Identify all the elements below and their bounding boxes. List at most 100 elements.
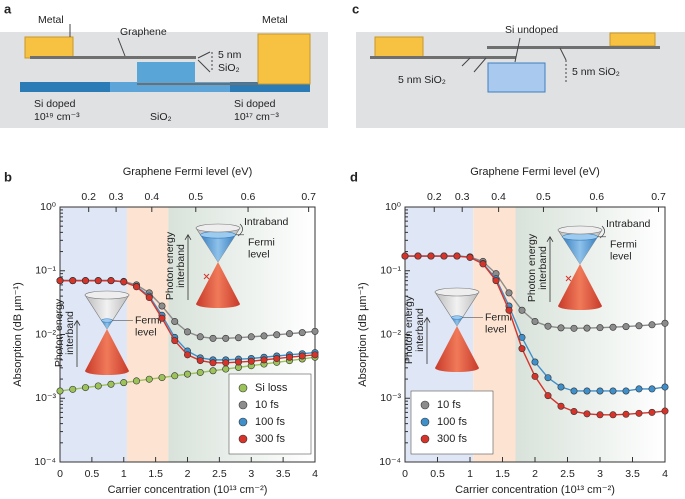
fermi-surface xyxy=(101,318,113,323)
point xyxy=(414,252,422,260)
point xyxy=(298,352,306,360)
point xyxy=(596,387,604,395)
label: 5 nm SiO₂ xyxy=(398,74,446,86)
x-tick-label: 0.5 xyxy=(430,468,445,480)
panel-letter: b xyxy=(4,169,12,184)
x2-tick-label: 0.5 xyxy=(536,191,551,203)
cone-filled xyxy=(101,320,113,329)
chart: b 10⁻⁴ 10⁻³ 10⁻² 10⁻¹ 10⁰ 0 0.5 1 1.5 2 2.5 3 3.5 4 0.2… xyxy=(4,166,319,496)
y-tick-label: 10⁻³ xyxy=(35,392,56,404)
point xyxy=(69,385,77,393)
point xyxy=(583,410,591,418)
x-tick-label: 1.5 xyxy=(495,468,510,480)
point xyxy=(609,411,617,419)
point xyxy=(661,407,669,415)
point xyxy=(260,356,268,364)
inset-label: level xyxy=(135,326,157,338)
leader xyxy=(461,47,567,73)
point xyxy=(661,319,669,327)
cone-filled xyxy=(200,234,236,262)
shaded-region xyxy=(60,207,127,462)
y-tick-label: 10⁰ xyxy=(40,201,57,213)
point xyxy=(311,327,319,335)
legend-label: 100 fs xyxy=(255,416,285,428)
point xyxy=(622,323,630,331)
point xyxy=(622,387,630,395)
point xyxy=(158,374,166,382)
metal xyxy=(24,36,74,59)
intraband-arrow xyxy=(237,223,243,237)
label: 5 nm SiO₂ xyxy=(572,66,620,78)
cone-lower xyxy=(435,326,479,372)
point xyxy=(557,324,565,332)
legend-label: Si loss xyxy=(255,382,288,394)
y-tick-label: 10⁻¹ xyxy=(35,265,56,277)
legend-label: 10 fs xyxy=(437,399,461,411)
inset-label: Fermi xyxy=(135,314,162,326)
point xyxy=(209,334,217,342)
point xyxy=(120,278,128,286)
y-axis-label: Absorption (dB µm⁻¹) xyxy=(12,282,24,386)
metal xyxy=(374,36,424,58)
point xyxy=(285,330,293,338)
y-tick-label: 10⁻² xyxy=(380,328,401,340)
inset-label: level xyxy=(248,249,270,261)
x-tick-label: 4 xyxy=(662,468,668,480)
inset-label: interband xyxy=(537,246,549,290)
point xyxy=(635,385,643,393)
point xyxy=(648,408,656,416)
inset-label: Photon energy xyxy=(403,295,415,364)
x2-tick-label: 0.6 xyxy=(241,191,256,203)
cone-lower xyxy=(196,262,240,308)
point xyxy=(635,409,643,417)
forbidden-mark xyxy=(203,273,210,280)
si-strip-light xyxy=(110,82,230,92)
point xyxy=(94,382,102,390)
point xyxy=(570,324,578,332)
cone-top xyxy=(434,287,480,297)
label: SiO₂ xyxy=(150,111,172,123)
x2-tick-label: 0.7 xyxy=(301,191,316,203)
x-tick-label: 2 xyxy=(185,468,191,480)
si-waveguide xyxy=(487,62,546,93)
label: Si doped xyxy=(34,98,76,110)
point xyxy=(596,411,604,419)
point xyxy=(661,383,669,391)
graphene xyxy=(370,56,516,59)
point xyxy=(184,370,192,378)
inset-label: level xyxy=(610,251,632,263)
cone-lower xyxy=(558,264,602,310)
cone-lower xyxy=(85,329,129,375)
arrow-head xyxy=(73,319,81,326)
inset-label: Intraband xyxy=(606,218,651,230)
point xyxy=(570,387,578,395)
point xyxy=(184,351,192,359)
cone-top xyxy=(84,290,130,300)
x-axis-label: Carrier concentration (10¹³ cm⁻²) xyxy=(455,484,615,496)
diagram-a: a Metal Graphene 5 nm SiO₂ Si doped 10¹⁹… xyxy=(0,1,328,128)
point xyxy=(635,322,643,330)
legend-swatch xyxy=(238,383,248,393)
y-tick-label: 10⁻⁴ xyxy=(34,456,56,468)
cone-filled xyxy=(451,317,463,326)
point xyxy=(531,358,539,366)
y-tick-label: 10⁻³ xyxy=(380,392,401,404)
forbidden-mark xyxy=(565,275,572,282)
point xyxy=(171,317,179,325)
point xyxy=(609,323,617,331)
x2-axis-label: Graphene Fermi level (eV) xyxy=(123,166,253,178)
label: Graphene xyxy=(120,26,167,38)
point xyxy=(196,368,204,376)
point xyxy=(82,277,90,285)
cone-top xyxy=(557,225,603,235)
legend-swatch xyxy=(420,417,430,427)
point xyxy=(56,277,64,285)
cone-top xyxy=(195,223,241,233)
x-tick-label: 1 xyxy=(467,468,473,480)
point xyxy=(158,314,166,322)
point xyxy=(222,334,230,342)
y-axis-label: Absorption (dB µm⁻¹) xyxy=(357,282,369,386)
point xyxy=(107,277,115,285)
point xyxy=(209,359,217,367)
graphene xyxy=(137,83,258,85)
